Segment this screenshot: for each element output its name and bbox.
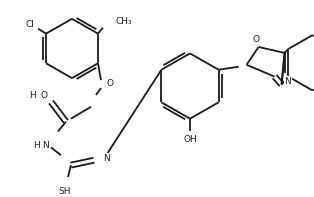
Text: SH: SH (59, 187, 71, 196)
Text: N: N (284, 77, 291, 86)
Text: N: N (103, 154, 110, 163)
Text: CH₃: CH₃ (116, 17, 133, 26)
Text: O: O (41, 91, 47, 100)
Text: O: O (107, 79, 114, 87)
Text: Cl: Cl (25, 20, 35, 29)
Text: H: H (34, 141, 41, 150)
Text: N: N (43, 141, 49, 150)
Text: O: O (252, 34, 259, 44)
Text: OH: OH (183, 135, 197, 144)
Text: H: H (30, 91, 36, 100)
